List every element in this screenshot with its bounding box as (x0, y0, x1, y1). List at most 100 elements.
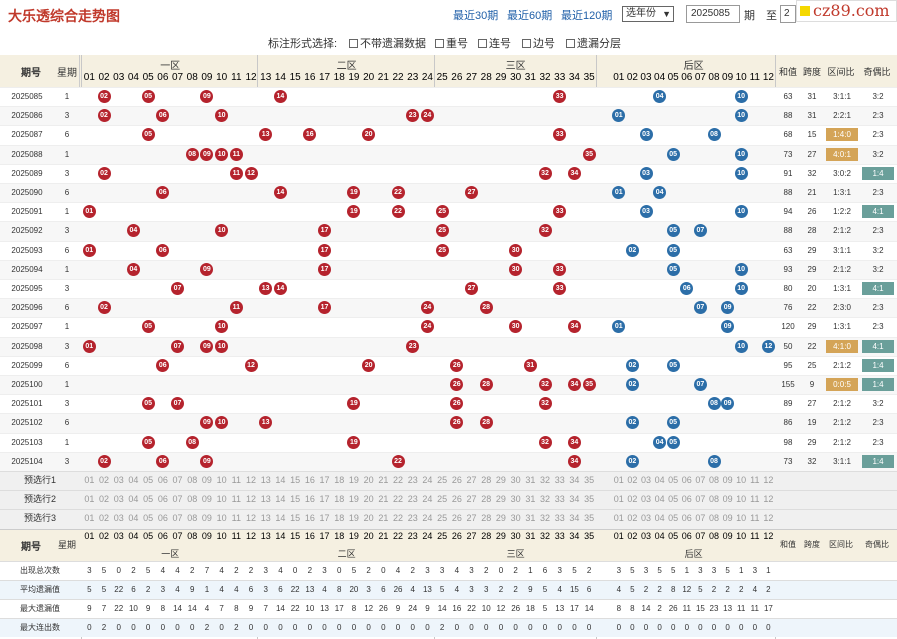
back-ball[interactable]: 10 (734, 262, 748, 276)
preselect-number[interactable]: 21 (378, 475, 389, 485)
preselect-number[interactable]: 15 (290, 475, 301, 485)
front-ball[interactable]: 08 (185, 147, 199, 161)
preselect-number[interactable]: 32 (540, 475, 551, 485)
front-ball[interactable]: 09 (200, 454, 214, 468)
back-ball[interactable]: 07 (693, 378, 707, 391)
front-ball[interactable]: 32 (538, 435, 552, 449)
preselect-number[interactable]: 06 (681, 494, 692, 505)
preselect-number[interactable]: 11 (750, 475, 760, 485)
preselect-number[interactable]: 06 (157, 475, 168, 485)
preselect-number[interactable]: 20 (363, 513, 374, 524)
front-ball[interactable]: 35 (582, 378, 596, 391)
preselect-number[interactable]: 09 (201, 513, 212, 524)
back-ball[interactable]: 03 (639, 166, 653, 180)
preselect-number[interactable]: 10 (216, 475, 227, 485)
front-ball[interactable]: 06 (156, 243, 170, 257)
preselect-number[interactable]: 18 (334, 494, 345, 505)
back-ball[interactable]: 02 (625, 378, 639, 391)
back-ball[interactable]: 08 (707, 454, 721, 468)
back-ball[interactable]: 10 (734, 166, 748, 180)
back-ball[interactable]: 04 (653, 90, 667, 103)
option-no-miss[interactable]: 不带遗漏数据 (349, 35, 426, 51)
front-ball[interactable]: 09 (200, 339, 214, 353)
preselect-number[interactable]: 10 (736, 513, 747, 524)
front-ball[interactable]: 07 (171, 397, 184, 411)
preselect-number[interactable]: 06 (681, 513, 692, 524)
preselect-number[interactable]: 07 (695, 494, 706, 505)
issue-cell[interactable]: 2025095 (11, 284, 43, 293)
option-edge[interactable]: 边号 (522, 35, 555, 51)
preselect-number[interactable]: 02 (99, 475, 110, 485)
preselect-number[interactable]: 30 (510, 475, 521, 485)
preselect-number[interactable]: 09 (722, 494, 733, 505)
front-ball[interactable]: 06 (156, 454, 170, 468)
preselect-number[interactable]: 29 (495, 513, 506, 524)
preselect-number[interactable]: 07 (172, 475, 183, 485)
front-ball[interactable]: 02 (97, 90, 111, 103)
front-ball[interactable]: 11 (229, 301, 243, 315)
preselect-number[interactable]: 12 (763, 513, 774, 524)
period-link-30[interactable]: 最近30期 (453, 10, 499, 22)
preselect-number[interactable]: 16 (304, 494, 315, 505)
preselect-number[interactable]: 28 (481, 513, 492, 524)
back-ball[interactable]: 10 (734, 339, 748, 353)
preselect-number[interactable]: 12 (246, 494, 257, 505)
option-repeat[interactable]: 重号 (435, 35, 468, 51)
front-ball[interactable]: 17 (318, 243, 331, 257)
front-ball[interactable]: 13 (259, 282, 273, 295)
preselect-number[interactable]: 20 (363, 494, 374, 505)
checkbox-icon[interactable] (349, 39, 358, 48)
preselect-number[interactable]: 35 (584, 494, 595, 505)
preselect-number[interactable]: 11 (231, 494, 242, 505)
front-ball[interactable]: 33 (553, 128, 567, 142)
preselect-number[interactable]: 04 (654, 475, 665, 485)
preselect-number[interactable]: 32 (540, 494, 551, 505)
preselect-number[interactable]: 34 (569, 494, 580, 505)
front-ball[interactable]: 26 (450, 397, 464, 411)
preselect-number[interactable]: 08 (187, 494, 198, 505)
preselect-number[interactable]: 25 (437, 494, 448, 505)
issue-cell[interactable]: 2025093 (11, 245, 43, 255)
front-ball[interactable]: 06 (156, 109, 170, 123)
preselect-number[interactable]: 01 (84, 494, 95, 505)
preselect-number[interactable]: 04 (128, 475, 139, 485)
back-ball[interactable]: 07 (693, 301, 707, 315)
front-ball[interactable]: 25 (435, 243, 449, 257)
period-link-120[interactable]: 最近120期 (561, 10, 613, 22)
back-ball[interactable]: 02 (625, 243, 639, 257)
preselect-number[interactable]: 26 (451, 513, 462, 524)
front-ball[interactable]: 05 (141, 90, 155, 103)
preselect-number[interactable]: 09 (201, 494, 212, 505)
preselect-number[interactable]: 05 (143, 513, 154, 524)
preselect-number[interactable]: 12 (246, 513, 257, 524)
preselect-number[interactable]: 04 (654, 494, 665, 505)
back-ball[interactable]: 05 (666, 435, 680, 449)
preselect-number[interactable]: 26 (451, 494, 462, 505)
preselect-number[interactable]: 22 (393, 513, 404, 524)
front-ball[interactable]: 25 (435, 205, 449, 219)
back-ball[interactable]: 10 (734, 109, 748, 123)
front-ball[interactable]: 10 (215, 224, 229, 238)
preselect-number[interactable]: 15 (290, 513, 301, 524)
preselect-number[interactable]: 13 (260, 513, 271, 524)
back-ball[interactable]: 12 (761, 339, 775, 353)
preselect-number[interactable]: 12 (763, 475, 774, 485)
front-ball[interactable]: 05 (141, 128, 155, 142)
preselect-number[interactable]: 29 (495, 475, 506, 485)
issue-cell[interactable]: 2025097 (11, 322, 43, 332)
checkbox-icon[interactable] (435, 39, 444, 48)
preselect-number[interactable]: 31 (525, 494, 536, 505)
back-ball[interactable]: 04 (653, 186, 667, 199)
preselect-number[interactable]: 32 (540, 513, 551, 524)
back-ball[interactable]: 10 (734, 282, 748, 295)
preselect-number[interactable]: 19 (348, 475, 359, 485)
preselect-number[interactable]: 18 (334, 475, 345, 485)
front-ball[interactable]: 05 (141, 397, 155, 411)
preselect-number[interactable]: 06 (681, 475, 692, 485)
front-ball[interactable]: 16 (303, 128, 317, 142)
preselect-number[interactable]: 23 (407, 494, 418, 505)
preselect-number[interactable]: 34 (569, 475, 580, 485)
front-ball[interactable]: 19 (347, 435, 361, 449)
site-logo[interactable]: cz89.com (796, 0, 897, 22)
front-ball[interactable]: 33 (553, 282, 567, 295)
